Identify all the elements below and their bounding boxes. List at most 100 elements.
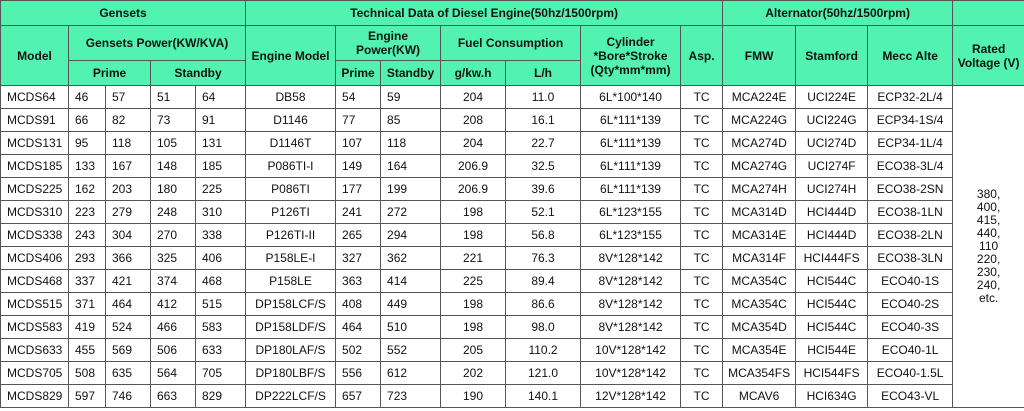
voltage-line: 240, xyxy=(976,278,1001,292)
table-cell: MCA224E xyxy=(722,85,797,109)
table-cell: 202 xyxy=(440,361,507,385)
header-cell: Cylinder *Bore*Stroke (Qty*mm*mm) xyxy=(580,25,682,86)
table-cell: MCDS225 xyxy=(0,177,69,201)
table-cell: 419 xyxy=(68,315,106,339)
table-cell: 406 xyxy=(194,246,247,270)
table-cell: MCA354FS xyxy=(722,361,797,385)
table-cell: 6L*123*155 xyxy=(580,200,682,224)
table-cell: 110.2 xyxy=(505,338,582,362)
table-row: MCDS338 243 304 270 338 P126TI-II 265 294 198 56.… xyxy=(0,223,1024,247)
table-cell: 337 xyxy=(68,269,106,293)
table-cell: 663 xyxy=(150,384,196,408)
voltage-cell: 380, 400, 415, 440, 110 220, 230, 240, etc. xyxy=(952,85,1024,408)
table-cell: HCI444FS xyxy=(795,246,869,270)
table-cell: 8V*128*142 xyxy=(580,315,682,339)
header-cell: Gensets xyxy=(0,0,247,26)
table-cell: 569 xyxy=(105,338,151,362)
table-cell: 39.6 xyxy=(505,177,582,201)
header-blank xyxy=(952,0,1024,26)
table-cell: MCDS91 xyxy=(0,108,69,132)
table-cell: 12V*128*142 xyxy=(580,384,682,408)
header-cell: Engine Model xyxy=(245,25,337,86)
table-cell: 16.1 xyxy=(505,108,582,132)
table-cell: 118 xyxy=(380,131,442,155)
table-cell: MCA224G xyxy=(722,108,797,132)
table-cell: 552 xyxy=(380,338,442,362)
table-cell: HCI634G xyxy=(795,384,869,408)
table-cell: ECO40-2S xyxy=(867,292,954,316)
table-cell: 76.3 xyxy=(505,246,582,270)
table-cell: TC xyxy=(680,246,724,270)
table-cell: 46 xyxy=(68,85,106,109)
table-cell: 723 xyxy=(380,384,442,408)
table-cell: 597 xyxy=(68,384,106,408)
table-cell: 508 xyxy=(68,361,106,385)
table-cell: 131 xyxy=(194,131,247,155)
table-row: MCDS310 223 279 248 310 P126TI 241 272 198 52.1 6L… xyxy=(0,200,1024,224)
table-cell: 564 xyxy=(150,361,196,385)
header-cell: Asp. xyxy=(680,25,724,86)
table-cell: 86.6 xyxy=(505,292,582,316)
table-cell: MCDS705 xyxy=(0,361,69,385)
table-cell: 203 xyxy=(105,177,151,201)
table-cell: ECP32-2L/4 xyxy=(867,85,954,109)
table-cell: 32.5 xyxy=(505,154,582,178)
table-row: MCDS225 162 203 180 225 P086TI 177 199 206.9 39.6… xyxy=(0,177,1024,201)
table-cell: 6L*100*140 xyxy=(580,85,682,109)
table-cell: D1146T xyxy=(245,131,337,155)
table-cell: MCDS338 xyxy=(0,223,69,247)
table-cell: 338 xyxy=(194,223,247,247)
table-cell: ECO40-1S xyxy=(867,269,954,293)
table-cell: MCDS583 xyxy=(0,315,69,339)
table-cell: MCDS468 xyxy=(0,269,69,293)
header-cell: FMW xyxy=(722,25,797,86)
table-cell: 243 xyxy=(68,223,106,247)
table-cell: 464 xyxy=(105,292,151,316)
table-cell: DP222LCF/S xyxy=(245,384,337,408)
table-row: MCDS468 337 421 374 468 P158LE 363 414 225 89.4 8V… xyxy=(0,269,1024,293)
table-cell: 56.8 xyxy=(505,223,582,247)
table-cell: 829 xyxy=(194,384,247,408)
header-cell: Engine Power(KW) xyxy=(335,25,442,61)
table-cell: 225 xyxy=(194,177,247,201)
table-cell: MCDS829 xyxy=(0,384,69,408)
table-cell: DP158LCF/S xyxy=(245,292,337,316)
table-cell: 502 xyxy=(335,338,382,362)
table-body: MCDS64 46 57 51 64 DB58 54 59 204 11.0 6L*100*140 T… xyxy=(0,85,1024,408)
table-cell: D1146 xyxy=(245,108,337,132)
table-cell: 583 xyxy=(194,315,247,339)
header-cell: Prime xyxy=(335,60,382,86)
table-cell: MCAV6 xyxy=(722,384,797,408)
table-cell: 91 xyxy=(194,108,247,132)
table-cell: MCA274H xyxy=(722,177,797,201)
table-cell: 177 xyxy=(335,177,382,201)
table-cell: 11.0 xyxy=(505,85,582,109)
table-cell: 73 xyxy=(150,108,196,132)
table-cell: 148 xyxy=(150,154,196,178)
table-cell: 133 xyxy=(68,154,106,178)
table-cell: MCDS64 xyxy=(0,85,69,109)
table-cell: 705 xyxy=(194,361,247,385)
table-cell: 162 xyxy=(68,177,106,201)
table-cell: 223 xyxy=(68,200,106,224)
table-cell: 362 xyxy=(380,246,442,270)
header-cell: L/h xyxy=(505,60,582,86)
voltage-line: 110 xyxy=(979,239,999,253)
table-cell: HCI544FS xyxy=(795,361,869,385)
table-cell: 6L*111*139 xyxy=(580,108,682,132)
table-cell: 10V*128*142 xyxy=(580,338,682,362)
table-cell: 204 xyxy=(440,131,507,155)
table-cell: ECO38-2SN xyxy=(867,177,954,201)
table-cell: 85 xyxy=(380,108,442,132)
table-cell: 198 xyxy=(440,200,507,224)
table-cell: 241 xyxy=(335,200,382,224)
table-cell: MCA354C xyxy=(722,269,797,293)
table-cell: 310 xyxy=(194,200,247,224)
table-cell: 633 xyxy=(194,338,247,362)
table-cell: ECO40-3S xyxy=(867,315,954,339)
table-cell: HCI544C xyxy=(795,315,869,339)
table-cell: 105 xyxy=(150,131,196,155)
table-cell: 59 xyxy=(380,85,442,109)
table-cell: MCDS131 xyxy=(0,131,69,155)
